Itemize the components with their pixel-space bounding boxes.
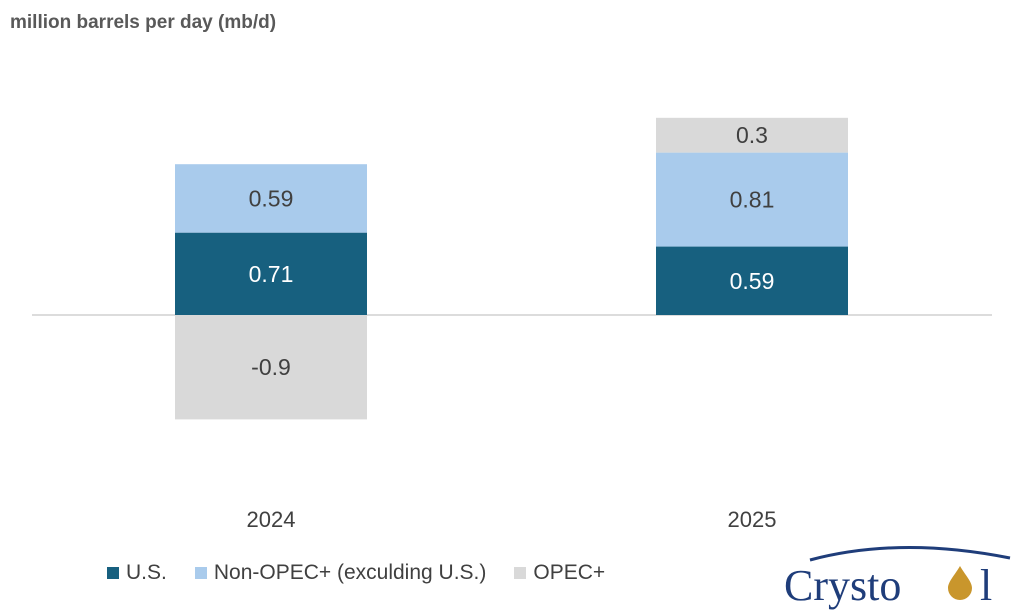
- legend-swatch-opec: [514, 567, 527, 579]
- data-label-2025-series-0: 0.59: [730, 268, 775, 294]
- legend-swatch-non-opec: [194, 567, 207, 579]
- data-label-2024-series-0: 0.71: [249, 261, 294, 287]
- bar-2025-series-1: [656, 152, 848, 247]
- legend-label-us: U.S.: [126, 561, 167, 584]
- legend-item-non-opec: Non-OPEC+ (exculding U.S.): [194, 561, 487, 585]
- bar-2024-series-0: [175, 232, 367, 315]
- legend: U.S. Non-OPEC+ (exculding U.S.) OPEC+: [107, 561, 633, 585]
- data-label-2024-series-1: 0.59: [249, 185, 294, 211]
- legend-label-non-opec: Non-OPEC+ (exculding U.S.): [213, 561, 487, 584]
- bar-2024-series-2: [175, 315, 367, 420]
- bar-2025-series-2: [656, 117, 848, 153]
- legend-item-us: U.S.: [107, 561, 167, 585]
- legend-swatch-us: [107, 567, 119, 579]
- svg-text:Crysto: Crysto: [784, 561, 901, 610]
- chart-title: million barrels per day (mb/d): [10, 12, 277, 33]
- x-tick-label-2024: 2024: [247, 507, 296, 532]
- crystol-logo: Crysto l: [784, 545, 1011, 610]
- x-tick-label-2025: 2025: [728, 507, 777, 532]
- legend-item-opec: OPEC+: [514, 561, 605, 585]
- data-label-2024-series-2: -0.9: [251, 354, 291, 380]
- svg-text:l: l: [980, 561, 992, 610]
- legend-label-opec: OPEC+: [533, 561, 606, 584]
- bar-2025-series-0: [656, 246, 848, 315]
- data-label-2025-series-2: 0.3: [736, 122, 768, 148]
- bar-2024-series-1: [175, 164, 367, 233]
- data-label-2025-series-1: 0.81: [730, 187, 775, 213]
